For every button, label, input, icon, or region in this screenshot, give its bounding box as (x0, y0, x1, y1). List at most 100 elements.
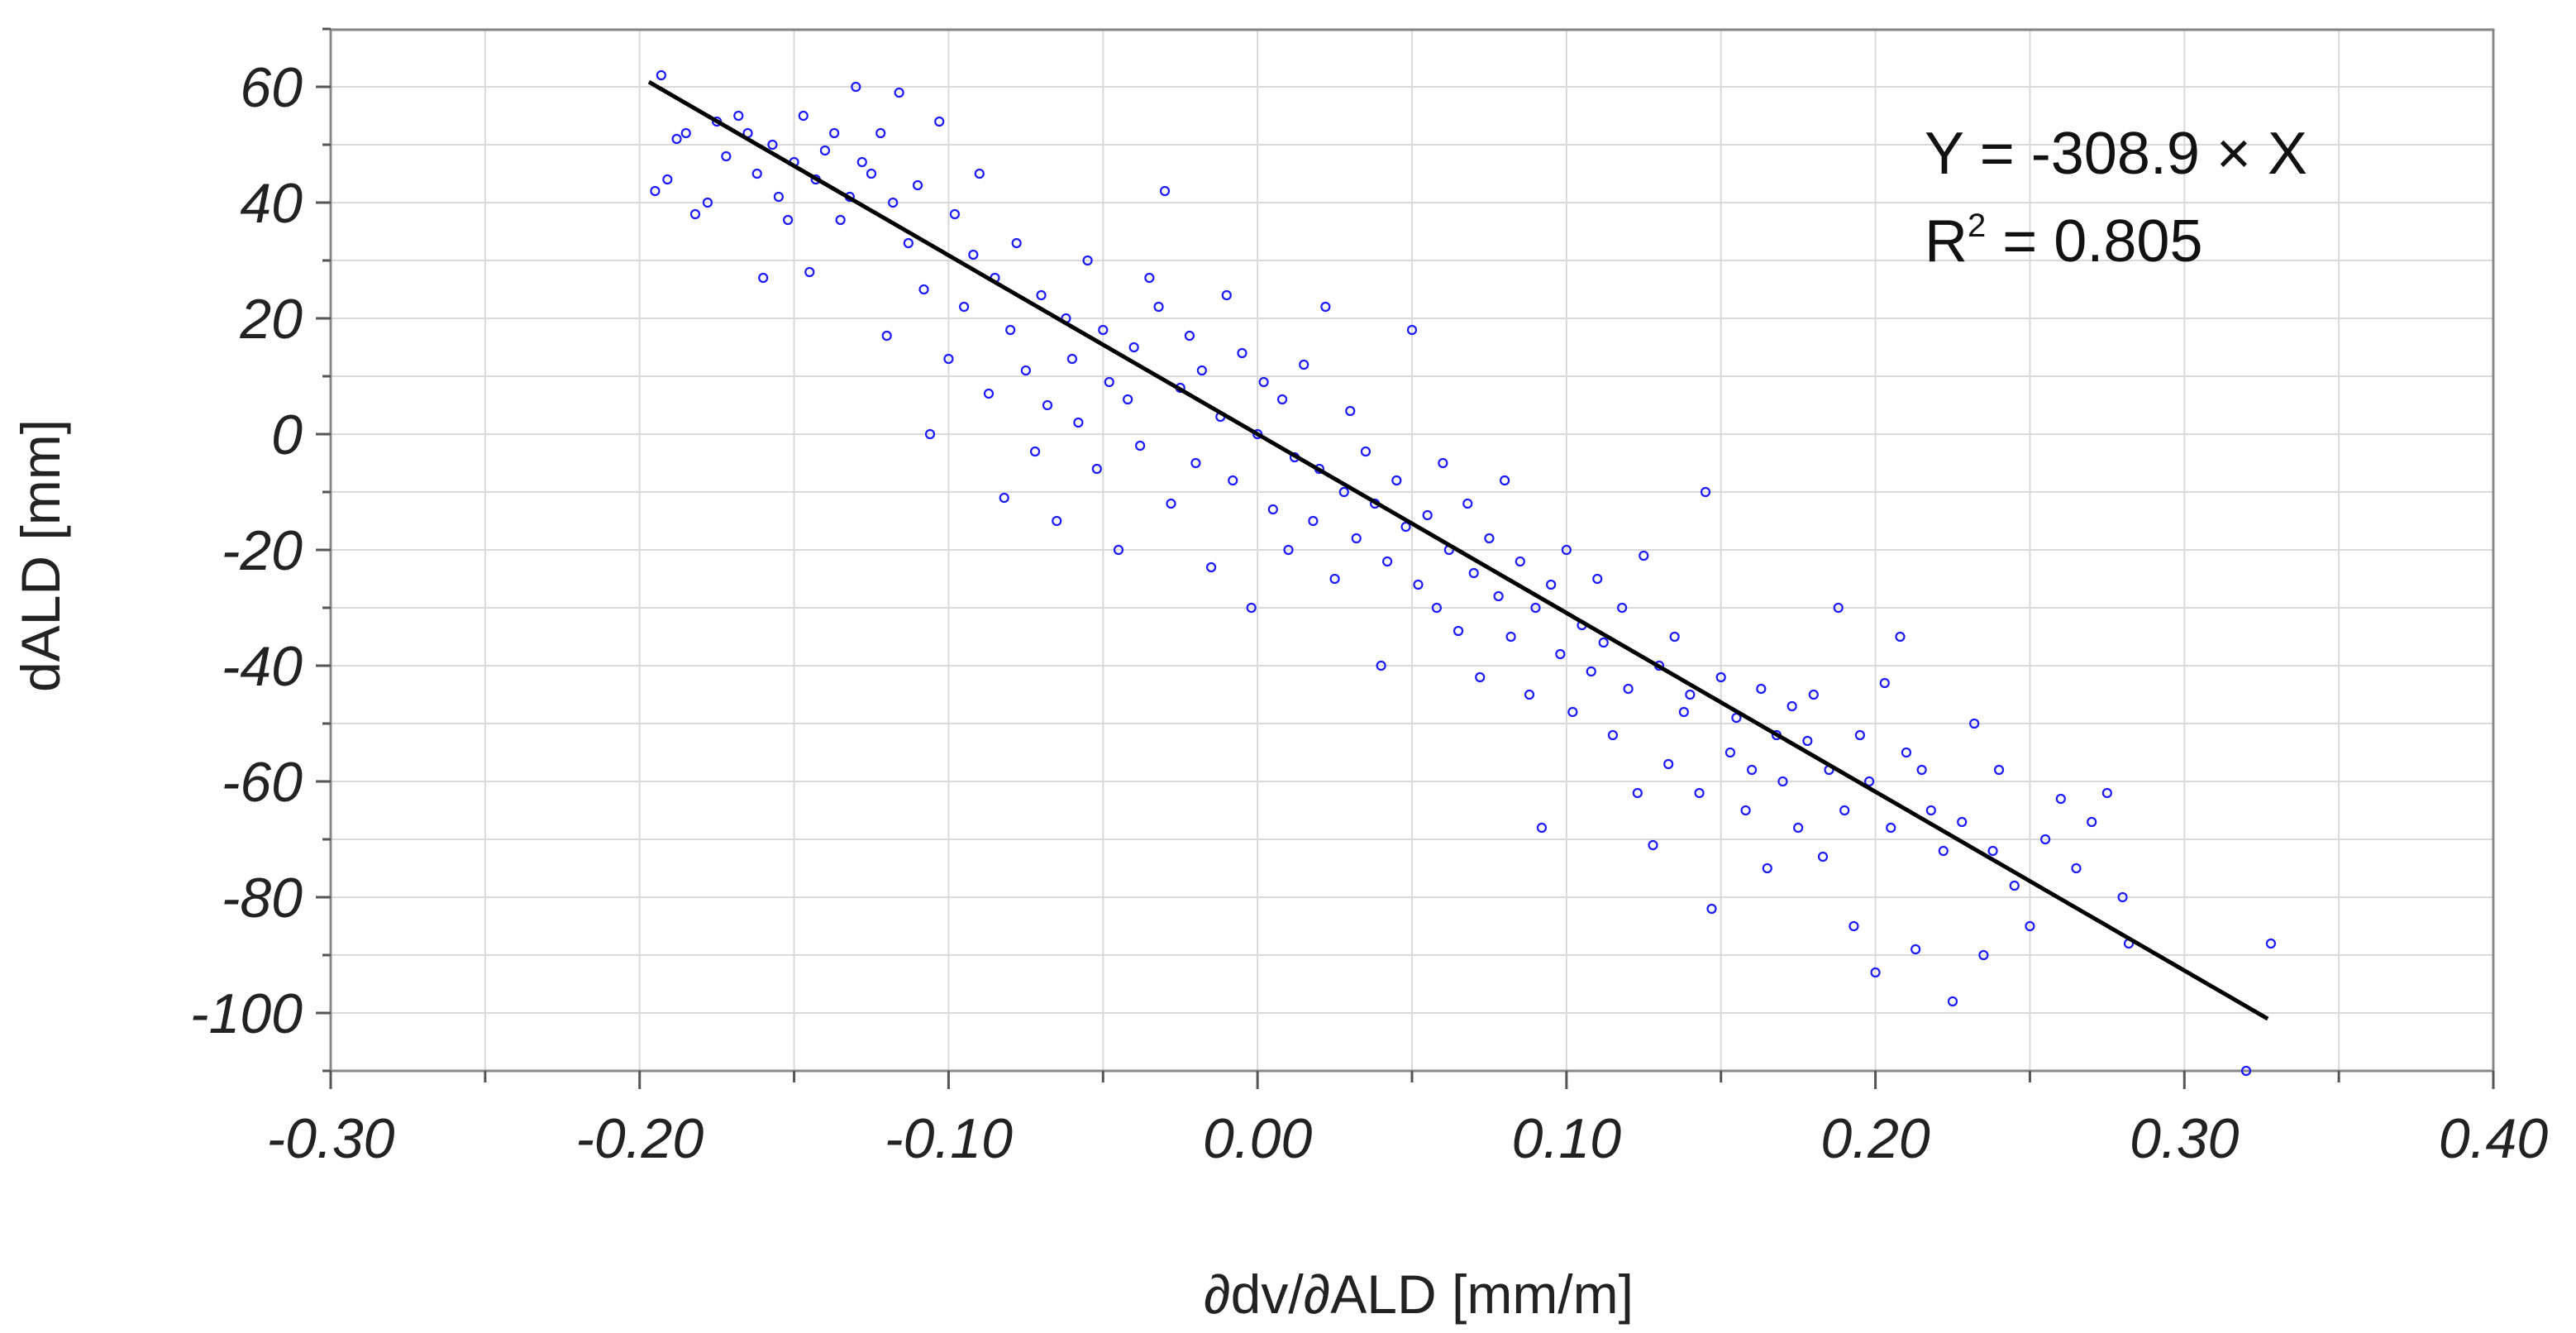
data-point (1091, 463, 1102, 475)
data-point (702, 197, 713, 208)
data-point (1546, 579, 1557, 590)
y-tick-labels: 60 40 20 0 -20 -40 -60 -80 -100 (190, 56, 303, 1045)
data-point (773, 191, 784, 203)
data-point (1329, 573, 1340, 585)
data-point (1863, 776, 1875, 787)
data-point (1376, 660, 1386, 671)
data-point (974, 168, 985, 179)
data-point (1648, 839, 1658, 851)
data-point (1283, 544, 1294, 556)
data-point (2265, 938, 2277, 949)
x-tick-label: -0.30 (267, 1107, 395, 1170)
data-point (1391, 475, 1402, 486)
data-point (1205, 561, 1217, 573)
data-point (1400, 521, 1411, 533)
data-point (1987, 845, 1998, 857)
data-point (2040, 834, 2051, 845)
y-tick-label: -20 (222, 519, 303, 582)
data-point (934, 116, 945, 127)
data-point (1468, 567, 1479, 579)
data-point (983, 388, 995, 399)
data-point (2009, 880, 2020, 891)
r2-value: = 0.805 (1986, 208, 2202, 275)
y-tick-label: -100 (190, 982, 303, 1045)
y-tick-label: 60 (240, 56, 303, 119)
data-point (798, 110, 809, 122)
data-point (968, 249, 979, 260)
data-point (1639, 550, 1649, 561)
data-point (1623, 683, 1634, 695)
data-point (1005, 324, 1016, 336)
data-point (1258, 376, 1269, 388)
x-tick-label: 0.40 (2439, 1107, 2549, 1170)
x-tick-label: 0.30 (2130, 1107, 2240, 1170)
data-point (680, 127, 691, 139)
data-point (1586, 666, 1596, 677)
data-point (1793, 822, 1804, 834)
data-point (1500, 475, 1510, 486)
data-point (1484, 533, 1495, 544)
data-point (1740, 805, 1751, 816)
data-point (1438, 457, 1448, 469)
data-point (1431, 602, 1442, 614)
data-point (829, 127, 840, 139)
data-point (1561, 544, 1572, 556)
data-point (1879, 677, 1890, 689)
data-point (999, 492, 1009, 504)
data-point (1382, 556, 1393, 567)
r-squared-label: R2 = 0.805 (1925, 208, 2202, 275)
data-point (1320, 301, 1331, 313)
data-point (959, 301, 970, 313)
data-point (1166, 498, 1176, 509)
data-point (1073, 417, 1084, 428)
data-point (1524, 689, 1535, 700)
data-point (751, 168, 762, 179)
data-point (1493, 590, 1504, 602)
y-tick-label: -60 (222, 751, 303, 814)
data-point (875, 127, 886, 139)
data-point (1993, 764, 2005, 776)
data-point (1617, 602, 1628, 614)
data-point (881, 330, 892, 342)
y-tick-label: 20 (239, 288, 303, 351)
data-point (1685, 689, 1696, 700)
data-point (1196, 365, 1207, 376)
data-point (1144, 272, 1155, 284)
data-point (1190, 457, 1201, 469)
r2-superscript: 2 (1968, 208, 1986, 244)
data-point (1839, 805, 1850, 816)
data-point (1567, 706, 1578, 718)
data-point (1530, 602, 1541, 614)
data-point (1345, 405, 1356, 417)
data-point (1113, 544, 1124, 556)
r2-letter: R (1925, 208, 1968, 275)
data-point (1308, 515, 1319, 527)
data-point (949, 208, 961, 220)
data-point (1724, 747, 1736, 758)
data-point (1462, 498, 1473, 509)
data-point (1221, 289, 1232, 301)
data-point (856, 156, 867, 168)
data-point (1123, 394, 1133, 405)
data-point (1817, 851, 1829, 862)
data-point (1700, 486, 1711, 498)
data-point (1632, 787, 1643, 799)
data-point (1536, 822, 1548, 834)
data-point (1938, 845, 1949, 857)
y-tick-label: -80 (222, 867, 303, 929)
data-point (1052, 515, 1062, 527)
x-tick-label: -0.10 (885, 1107, 1013, 1170)
data-point (2101, 787, 2112, 799)
data-point (1228, 475, 1238, 486)
data-point (758, 272, 769, 284)
data-point (1246, 602, 1257, 614)
data-point (1159, 185, 1171, 197)
regression-line (647, 79, 2269, 1021)
data-point (1969, 718, 1980, 729)
data-point (1011, 237, 1022, 249)
data-point (782, 214, 794, 226)
data-point (656, 69, 666, 81)
data-point (1453, 625, 1464, 637)
data-point (1756, 683, 1767, 695)
data-point (1669, 631, 1680, 643)
